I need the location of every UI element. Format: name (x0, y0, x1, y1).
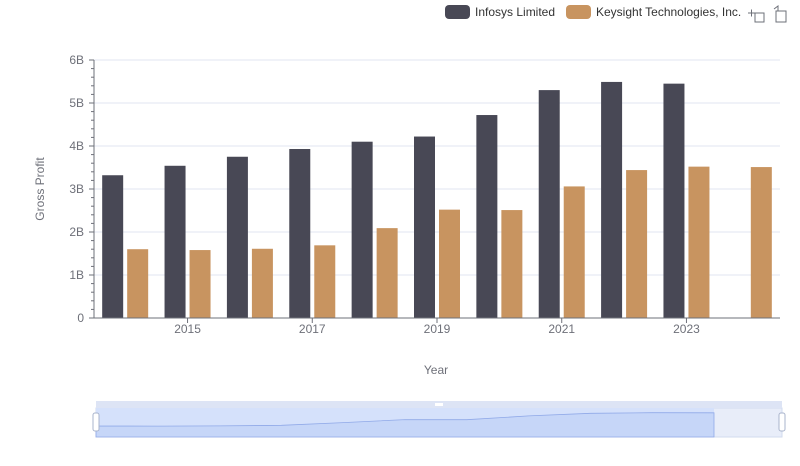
legend-item-keysight[interactable]: Keysight Technologies, Inc. (566, 5, 741, 19)
x-tick-label: 2023 (673, 322, 700, 336)
bar-keysight-2020[interactable] (501, 210, 523, 318)
legend-swatch (445, 5, 470, 19)
x-tick-label: 2015 (174, 322, 201, 336)
x-tick-label: 2021 (548, 322, 575, 336)
bar-keysight-2022[interactable] (626, 170, 648, 318)
bar-keysight-2015[interactable] (189, 250, 211, 318)
bar-keysight-2021[interactable] (563, 186, 585, 318)
bar-infosys-2017[interactable] (289, 149, 311, 318)
bar-keysight-2016[interactable] (251, 248, 273, 318)
crosshair-zoom-icon[interactable] (748, 9, 765, 23)
bar-keysight-2019[interactable] (439, 209, 460, 318)
bars (102, 81, 772, 319)
bar-infosys-2023[interactable] (663, 83, 685, 319)
bar-infosys-2018[interactable] (351, 141, 373, 318)
legend-label: Infosys Limited (475, 5, 555, 19)
y-tick-label: 1B (69, 268, 84, 282)
y-tick-label: 2B (69, 225, 84, 239)
bar-infosys-2021[interactable] (538, 90, 560, 318)
bar-keysight-2018[interactable] (376, 228, 398, 318)
bar-infosys-2015[interactable] (164, 165, 186, 318)
legend-item-infosys[interactable]: Infosys Limited (445, 5, 555, 19)
bar-keysight-2023[interactable] (688, 166, 710, 318)
data-zoom-left-handle[interactable] (92, 412, 100, 432)
x-axis: 2015 2017 2019 2021 2023 (94, 317, 780, 336)
bar-infosys-2022[interactable] (601, 81, 623, 319)
x-axis-label: Year (424, 363, 448, 377)
bar-keysight-2024[interactable] (750, 167, 772, 318)
y-tick-label: 5B (69, 96, 84, 110)
legend: Infosys Limited Keysight Technologies, In… (445, 5, 741, 19)
data-zoom-grip-icon[interactable] (435, 403, 443, 406)
bar-keysight-2017[interactable] (314, 245, 336, 318)
x-tick-label: 2017 (299, 322, 326, 336)
restore-icon[interactable] (773, 5, 787, 23)
bar-infosys-2016[interactable] (226, 156, 248, 318)
bar-infosys-2014[interactable] (102, 175, 124, 318)
data-zoom-preview-area (95, 412, 715, 438)
legend-swatch (566, 5, 591, 19)
x-tick-label: 2019 (424, 322, 451, 336)
y-tick-label: 4B (69, 139, 84, 153)
bar-infosys-2019[interactable] (414, 136, 435, 318)
y-tick-label: 6B (69, 53, 84, 67)
bar-infosys-2020[interactable] (476, 115, 498, 318)
y-tick-label: 3B (69, 182, 84, 196)
y-axis: 0 1B 2B 3B 4B 5B 6B (69, 53, 95, 325)
data-zoom-slider[interactable] (92, 401, 786, 438)
legend-label: Keysight Technologies, Inc. (596, 5, 741, 19)
data-zoom-right-handle[interactable] (778, 412, 786, 432)
bar-keysight-2014[interactable] (127, 249, 149, 318)
y-tick-label: 0 (77, 311, 84, 325)
y-axis-label: Gross Profit (33, 157, 47, 221)
